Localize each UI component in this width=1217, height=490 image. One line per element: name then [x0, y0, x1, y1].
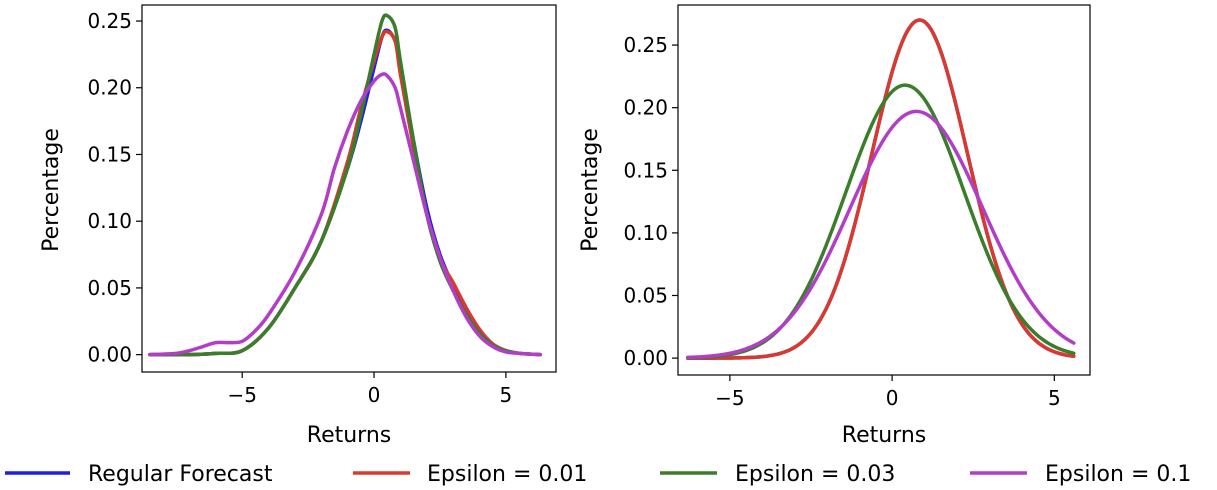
- right-series-epsilon-0-1: [685, 109, 1076, 360]
- right-x-axis-label: Returns: [842, 423, 926, 448]
- left-series-epsilon-0-03: [148, 13, 542, 357]
- left-plot: −5 0 5 0.00 0.05 0.10 0.15 0.20 0.25 Returns Pe…: [39, 4, 557, 448]
- right-y-tick-label: 0.05: [623, 283, 668, 307]
- left-y-axis-ticks: 0.00 0.05 0.10 0.15 0.20 0.25: [87, 9, 142, 367]
- left-y-tick-label: 0.10: [87, 209, 132, 233]
- legend: Regular Forecast Epsilon = 0.01 Epsilon …: [5, 462, 1191, 487]
- right-plot: −5 0 5 0.00 0.05 0.10 0.15 0.20 0.25 Returns Pe…: [578, 4, 1091, 448]
- left-series-epsilon-0-01: [148, 29, 542, 357]
- legend-label-epsilon-003: Epsilon = 0.03: [735, 462, 895, 487]
- legend-label-epsilon-001: Epsilon = 0.01: [427, 462, 587, 487]
- left-series-regular-forecast: [148, 28, 542, 357]
- right-y-tick-label: 0.25: [623, 33, 668, 57]
- right-y-axis-label: Percentage: [578, 128, 603, 252]
- left-y-tick-label: 0.20: [87, 76, 132, 100]
- left-y-tick-label: 0.05: [87, 276, 132, 300]
- left-y-tick-label: 0.15: [87, 142, 132, 166]
- right-plot-lines: [685, 18, 1076, 360]
- right-y-axis-ticks: 0.00 0.05 0.10 0.15 0.20 0.25: [623, 33, 678, 370]
- left-y-axis-label: Percentage: [39, 128, 64, 252]
- left-x-tick-label: 0: [368, 383, 381, 407]
- left-plot-lines: [148, 13, 542, 357]
- left-x-axis-label: Returns: [307, 423, 391, 448]
- left-y-tick-label: 0.00: [87, 343, 132, 367]
- left-x-axis-ticks: −5 0 5: [227, 372, 512, 407]
- left-series-epsilon-0-1: [148, 72, 542, 357]
- left-plot-frame: [141, 4, 557, 373]
- right-y-tick-label: 0.00: [623, 346, 668, 370]
- right-y-tick-label: 0.20: [623, 96, 668, 120]
- right-y-tick-label: 0.10: [623, 221, 668, 245]
- right-plot-frame: [677, 4, 1091, 376]
- right-x-tick-label: 5: [1048, 386, 1061, 410]
- left-x-tick-label: −5: [227, 383, 256, 407]
- right-x-tick-label: 0: [886, 386, 899, 410]
- right-x-tick-label: −5: [715, 386, 744, 410]
- right-y-tick-label: 0.15: [623, 158, 668, 182]
- left-x-tick-label: 5: [500, 383, 513, 407]
- legend-label-regular-forecast: Regular Forecast: [88, 462, 273, 487]
- left-y-tick-label: 0.25: [87, 9, 132, 33]
- right-x-axis-ticks: −5 0 5: [715, 375, 1061, 410]
- legend-label-epsilon-01: Epsilon = 0.1: [1045, 462, 1191, 487]
